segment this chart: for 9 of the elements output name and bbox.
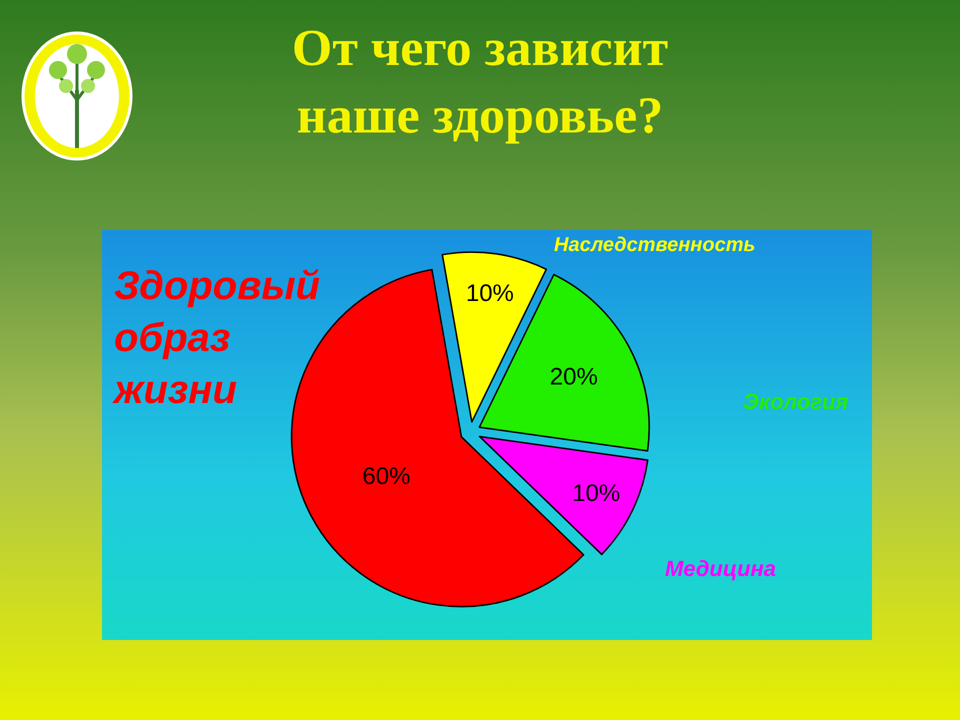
data-label: 20% (550, 364, 598, 391)
slice-label: Наследственность (554, 234, 756, 256)
chart-title: От чего зависит наше здоровье? (292, 20, 668, 144)
slice-label: Медицина (665, 556, 776, 581)
data-label: 60% (362, 463, 410, 490)
slice-label: Экология (743, 389, 848, 414)
slice-label: Здоровый образ жизни (112, 264, 320, 412)
data-label: 10% (466, 280, 514, 307)
data-label: 10% (572, 480, 620, 507)
